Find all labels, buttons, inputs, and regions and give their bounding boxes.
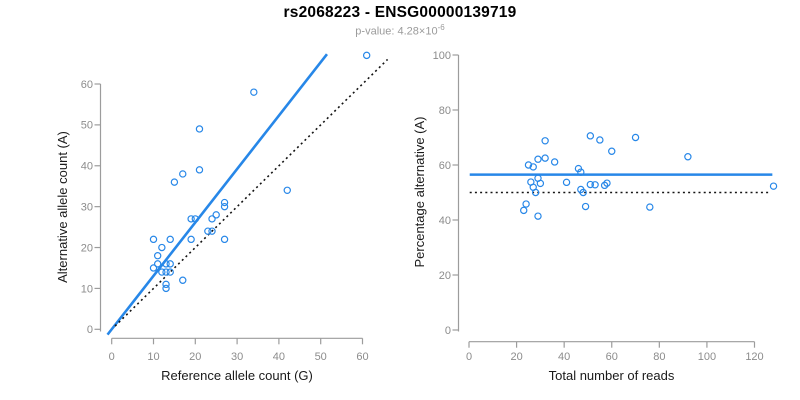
y-axis-title: Percentage alternative (A) [412, 116, 427, 267]
data-point [170, 178, 179, 186]
data-point [579, 188, 587, 197]
y-tick-label: 60 [81, 79, 93, 91]
data-point [524, 161, 533, 169]
data-point [162, 260, 170, 268]
x-tick-label: 40 [273, 351, 285, 363]
data-point [522, 200, 530, 208]
x-axis-title: Reference allele count (G) [161, 368, 313, 383]
data-point [220, 235, 229, 244]
x-tick-label: 20 [189, 351, 201, 363]
data-point [187, 235, 195, 244]
y-tick-label: 20 [439, 270, 451, 282]
data-point [534, 155, 542, 163]
y-tick-label: 100 [433, 50, 451, 62]
x-tick-label: 40 [558, 351, 570, 363]
data-point [208, 227, 216, 235]
x-axis-title: Total number of reads [549, 368, 675, 383]
data-point [179, 170, 187, 178]
x-tick-label: 100 [698, 351, 716, 363]
data-point [646, 203, 654, 211]
data-point [195, 125, 204, 133]
data-point [191, 215, 199, 223]
data-point [179, 276, 187, 284]
plot-subtitle: p-value: 4.28×10-6 [0, 23, 800, 38]
data-point [581, 202, 590, 211]
data-point [195, 166, 204, 174]
y-tick-label: 40 [439, 215, 451, 227]
data-point [162, 268, 170, 276]
data-point [541, 137, 549, 145]
data-point [212, 211, 220, 219]
data-point [250, 88, 258, 96]
x-tick-label: 20 [510, 351, 522, 363]
identity-line [114, 58, 389, 327]
data-point [562, 178, 571, 187]
y-tick-label: 40 [81, 161, 93, 173]
y-tick-label: 50 [81, 120, 93, 132]
data-point [158, 243, 166, 252]
x-tick-label: 30 [231, 351, 243, 363]
data-point [187, 215, 195, 223]
data-point [166, 235, 174, 244]
y-tick-label: 60 [439, 160, 451, 172]
y-tick-label: 30 [81, 202, 93, 214]
x-tick-label: 60 [606, 351, 618, 363]
data-point [166, 260, 174, 268]
data-point [608, 147, 616, 155]
y-tick-label: 20 [81, 242, 93, 254]
data-point [153, 252, 162, 260]
data-point [769, 182, 778, 190]
regression-fit-line [106, 53, 328, 336]
data-point [586, 132, 595, 140]
data-point [586, 180, 595, 189]
y-tick-label: 80 [439, 105, 451, 117]
data-point [520, 206, 528, 215]
data-point [220, 198, 229, 207]
data-point [166, 268, 174, 276]
right-scatter-plot: 0 20 40 60 80 100 120 0 20 40 60 80 100 Total number … [412, 50, 778, 383]
y-tick-label: 10 [81, 283, 93, 295]
data-point [162, 284, 170, 293]
x-tick-label: 10 [147, 351, 159, 363]
data-point [596, 136, 604, 144]
data-point [684, 153, 692, 161]
x-tick-label: 0 [466, 351, 472, 363]
data-point [362, 51, 371, 60]
data-point [162, 280, 170, 289]
data-point [204, 227, 212, 235]
data-point [283, 186, 291, 194]
data-point [550, 158, 559, 166]
data-point [153, 260, 162, 268]
data-point [603, 179, 611, 187]
x-tick-label: 60 [356, 351, 368, 363]
data-point [220, 202, 229, 211]
y-axis-title: Alternative allele count (A) [55, 131, 70, 283]
y-tick-label: 0 [445, 325, 451, 337]
x-tick-label: 120 [745, 351, 763, 363]
data-point [529, 163, 537, 171]
data-point [577, 168, 585, 176]
data-point [149, 235, 158, 244]
left-scatter-plot: 0 10 20 30 40 50 60 0 10 20 30 40 50 60 Reference alle… [55, 51, 389, 383]
data-point [541, 154, 549, 162]
p-value-text: p-value: 4.28×10 [355, 25, 438, 38]
data-point [158, 268, 166, 276]
data-point [600, 181, 609, 190]
x-tick-label: 50 [315, 351, 327, 363]
x-tick-label: 80 [653, 351, 665, 363]
data-point [534, 212, 542, 220]
y-tick-label: 0 [87, 324, 93, 336]
data-point [631, 133, 640, 142]
plot-title: rs2068223 - ENSG00000139719 [283, 4, 517, 21]
x-tick-label: 0 [109, 351, 115, 363]
data-point [149, 264, 158, 272]
data-point [591, 181, 599, 189]
p-value-exponent: -6 [437, 23, 445, 32]
data-point [531, 188, 540, 197]
data-point [208, 215, 216, 223]
data-point [536, 179, 545, 188]
